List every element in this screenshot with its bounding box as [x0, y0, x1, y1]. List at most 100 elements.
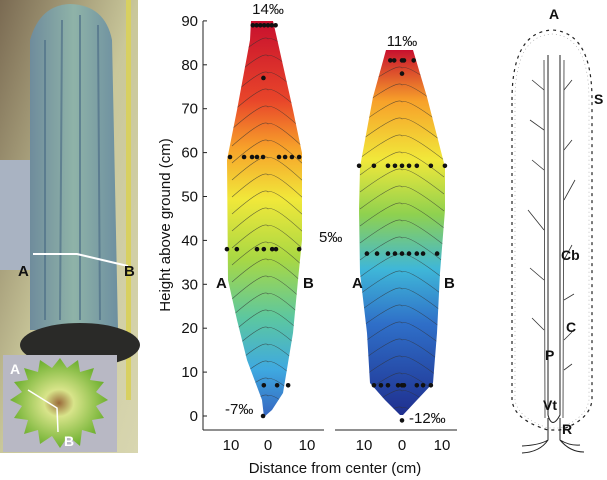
sample-point [392, 163, 398, 169]
y-tick-label: 90 [181, 13, 198, 30]
sample-point [371, 382, 377, 388]
x-tick-label: 0 [398, 437, 406, 454]
contour-line [231, 241, 302, 268]
y-tick-label: 50 [181, 189, 198, 206]
y-tick-label: 40 [181, 232, 198, 249]
sample-point [399, 418, 405, 423]
x-tick-label: 0 [264, 437, 272, 454]
diagram-label-cortex: C [566, 319, 576, 335]
sample-point [399, 251, 405, 256]
contour-line [231, 343, 302, 370]
sample-point [261, 382, 267, 388]
contour-line [359, 236, 445, 263]
sample-point [385, 382, 391, 388]
x-tick-label: 10 [434, 437, 451, 454]
diagram-label-roots: R [562, 421, 572, 437]
sample-point [258, 22, 263, 28]
sample-point [260, 154, 266, 160]
sample-point [296, 246, 302, 252]
contour-line [231, 207, 302, 234]
contour-line [231, 224, 302, 251]
y-tick-label: 80 [181, 57, 198, 74]
y-tick-label: 70 [181, 101, 198, 118]
sample-point [414, 163, 420, 169]
sample-point [250, 22, 256, 28]
contour-line [359, 372, 445, 399]
sample-point [434, 251, 440, 256]
x-axis-right: 10 0 10 [335, 429, 457, 454]
contour-line [359, 151, 445, 178]
sample-point [273, 246, 279, 252]
sample-point [388, 58, 393, 63]
sample-points-left [224, 22, 302, 419]
x-tick-label: 10 [299, 437, 316, 454]
sample-point [274, 382, 280, 388]
contour-line [359, 338, 445, 365]
sample-point [395, 382, 401, 388]
sample-point [241, 154, 247, 160]
sample-point [234, 246, 240, 252]
side-label-b-right: B [444, 275, 455, 292]
y-tick-label: 0 [190, 408, 198, 425]
sample-point [261, 22, 267, 28]
side-label-a-left: A [216, 275, 227, 292]
sample-point [385, 163, 391, 169]
cactus-anatomy-diagram: A S Cb C P Vt R [511, 6, 603, 454]
sample-point [227, 154, 233, 160]
sample-point [224, 246, 230, 252]
sample-point [260, 413, 266, 419]
contour-line [359, 185, 445, 212]
sample-point [285, 382, 291, 388]
sample-point [406, 251, 412, 256]
y-axis-label: Height above ground (cm) [157, 138, 174, 311]
sample-point [414, 382, 420, 388]
diagram-label-pith: P [545, 347, 554, 363]
contour-line [359, 100, 445, 127]
sample-point [401, 382, 407, 388]
contour-plot-left [224, 21, 302, 419]
annotation-mid-left: 5‰ [319, 229, 342, 246]
contour-line [359, 134, 445, 161]
sample-point [411, 58, 417, 63]
sample-point [428, 163, 434, 169]
contour-line [231, 190, 302, 217]
contour-line [231, 309, 302, 336]
sample-point [254, 22, 259, 28]
inset-point-a: A [10, 361, 20, 377]
sample-point [364, 251, 370, 256]
sample-point [265, 22, 271, 28]
sample-point [254, 246, 260, 252]
contour-plot-right [356, 50, 448, 423]
contour-line [359, 168, 445, 195]
sample-point [428, 382, 434, 388]
y-tick-label: 30 [181, 276, 198, 293]
y-tick-label: 20 [181, 320, 198, 337]
annotation-max-right: 11‰ [387, 33, 418, 50]
sample-point [414, 251, 420, 256]
contour-line [231, 292, 302, 319]
contour-line [231, 173, 302, 200]
diagram-label-cambium: Cb [561, 247, 580, 263]
contour-line [231, 88, 302, 115]
sample-point [356, 163, 362, 169]
annotation-min-right: -12‰ [409, 410, 446, 427]
sample-point [261, 75, 266, 81]
x-axis-label: Distance from center (cm) [249, 460, 422, 477]
contour-line [359, 355, 445, 382]
contour-line [359, 202, 445, 229]
x-axis-left: 10 0 10 [203, 429, 324, 454]
sample-point [385, 251, 391, 256]
contour-line [359, 219, 445, 246]
sample-point [378, 382, 384, 388]
contour-fill-right [359, 50, 445, 415]
contour-line [231, 122, 302, 149]
sample-point [276, 154, 282, 160]
sample-point [269, 22, 275, 28]
sample-point [391, 58, 397, 63]
x-tick-label: 10 [356, 437, 373, 454]
contour-line [231, 156, 302, 183]
y-tick-label: 10 [181, 364, 198, 381]
contour-line [231, 258, 302, 285]
contour-line [359, 287, 445, 314]
